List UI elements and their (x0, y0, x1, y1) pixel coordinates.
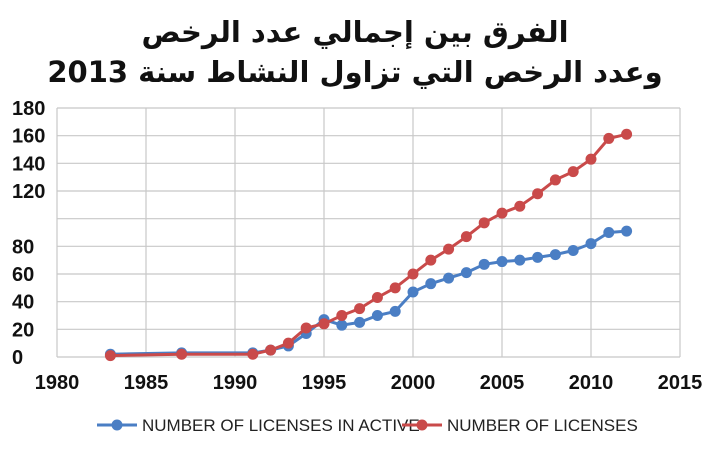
data-point (460, 231, 472, 243)
data-point (585, 238, 597, 250)
data-point (389, 305, 401, 317)
legend: NUMBER OF LICENSES IN ACTIVE NUMBER OF LI… (97, 416, 638, 435)
x-tick-label: 2005 (480, 372, 525, 394)
data-point (443, 272, 455, 284)
data-point (567, 166, 579, 178)
y-tick-label: 140 (12, 153, 45, 175)
data-point (176, 348, 188, 360)
legend-label: NUMBER OF LICENSES IN ACTIVE (142, 416, 420, 435)
legend-marker (416, 419, 428, 431)
data-point (549, 249, 561, 261)
data-point (282, 337, 294, 349)
data-point (549, 174, 561, 186)
data-point (603, 132, 615, 144)
legend-item: NUMBER OF LICENSES (402, 416, 638, 435)
data-point (478, 217, 490, 229)
x-tick-label: 2010 (569, 372, 614, 394)
legend-marker (111, 419, 123, 431)
data-point (371, 292, 383, 304)
legend-label: NUMBER OF LICENSES (447, 416, 638, 435)
data-point (354, 316, 366, 328)
y-tick-label: 120 (12, 181, 45, 203)
data-point (585, 153, 597, 165)
data-point (514, 200, 526, 212)
data-point (460, 267, 472, 279)
y-tick-label: 160 (12, 126, 45, 148)
data-point (621, 128, 633, 140)
x-tick-label: 2015 (658, 372, 703, 394)
data-point (425, 278, 437, 290)
data-point (104, 350, 116, 362)
data-point (496, 256, 508, 268)
x-tick-label: 1995 (302, 372, 347, 394)
chart-title-line-2: وعدد الرخص التي تزاول النشاط سنة 2013 (47, 55, 662, 89)
chart-title-line-1: الفرق بين إجمالي عدد الرخص (141, 15, 568, 50)
x-tick-label: 1985 (124, 372, 169, 394)
x-tick-label: 1980 (35, 372, 80, 394)
chart-title: الفرق بين إجمالي عدد الرخص وعدد الرخص ال… (47, 15, 662, 89)
data-point (354, 303, 366, 315)
data-point (336, 319, 348, 331)
data-point (265, 344, 277, 356)
legend-item: NUMBER OF LICENSES IN ACTIVE (97, 416, 420, 435)
data-point (532, 188, 544, 200)
data-point (443, 243, 455, 255)
data-point (247, 348, 259, 360)
data-point (407, 268, 419, 280)
data-point (389, 282, 401, 294)
data-point (496, 207, 508, 219)
y-tick-label: 180 (12, 98, 45, 120)
x-axis-tick-labels: 1980 1985 1990 1995 2000 2005 2010 2015 (35, 372, 703, 394)
series-line (110, 229, 627, 356)
data-point (318, 318, 330, 330)
data-point (425, 254, 437, 266)
data-point (300, 322, 312, 334)
series-line (110, 132, 627, 358)
data-point (478, 258, 490, 270)
y-tick-label: 60 (12, 264, 34, 286)
x-tick-label: 2000 (391, 372, 436, 394)
series-layer (104, 128, 633, 362)
y-tick-label: 80 (12, 236, 34, 258)
series-2 (104, 128, 633, 362)
data-point (407, 286, 419, 298)
data-point (514, 254, 526, 266)
x-tick-label: 1990 (213, 372, 258, 394)
y-tick-label: 20 (12, 319, 34, 341)
data-point (336, 310, 348, 321)
y-tick-label: 0 (12, 347, 23, 369)
data-point (621, 225, 633, 237)
y-axis-tick-labels: 0 20 40 60 80 120 140 160 180 (12, 98, 45, 369)
y-tick-label: 40 (12, 292, 34, 314)
data-point (567, 244, 579, 256)
data-point (603, 227, 615, 238)
data-point (371, 310, 383, 321)
data-point (532, 251, 544, 263)
